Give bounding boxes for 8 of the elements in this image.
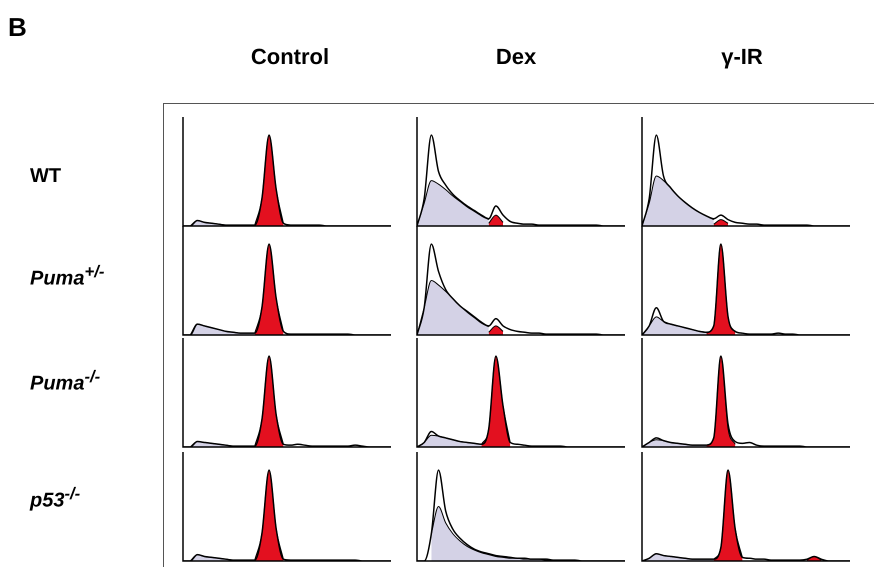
text: p53$^{-/-}$ bbox=[30, 484, 80, 513]
text: Dex bbox=[496, 44, 536, 70]
text: Puma$^{-/-}$ bbox=[30, 367, 100, 396]
text: B bbox=[8, 12, 27, 43]
text: Control bbox=[250, 44, 330, 70]
text: Puma$^{+/-}$ bbox=[30, 262, 104, 291]
text: WT bbox=[30, 165, 62, 188]
text: γ-IR bbox=[721, 44, 763, 70]
